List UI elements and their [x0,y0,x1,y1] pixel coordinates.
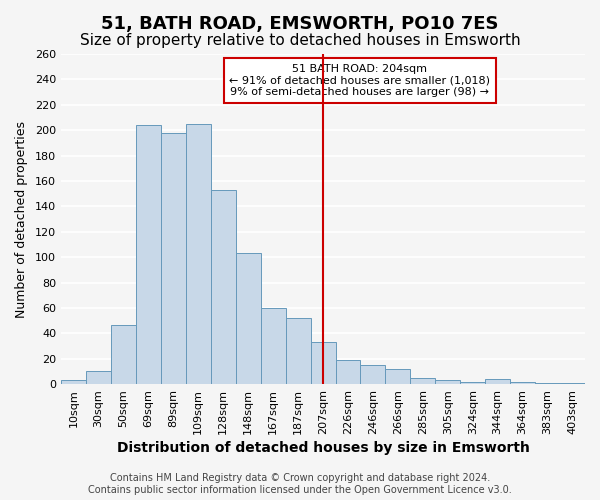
Bar [61,380,86,384]
Bar [186,124,211,384]
Bar [211,190,236,384]
Bar [236,254,260,384]
Bar [311,342,335,384]
Bar [485,379,510,384]
Text: Contains HM Land Registry data © Crown copyright and database right 2024.
Contai: Contains HM Land Registry data © Crown c… [88,474,512,495]
Bar [260,308,286,384]
Bar [460,382,485,384]
Bar [335,360,361,384]
X-axis label: Distribution of detached houses by size in Emsworth: Distribution of detached houses by size … [116,441,529,455]
Bar [111,324,136,384]
Bar [86,372,111,384]
Bar [510,382,535,384]
Bar [286,318,311,384]
Y-axis label: Number of detached properties: Number of detached properties [15,120,28,318]
Bar [361,365,385,384]
Text: 51, BATH ROAD, EMSWORTH, PO10 7ES: 51, BATH ROAD, EMSWORTH, PO10 7ES [101,15,499,33]
Bar [385,369,410,384]
Bar [161,132,186,384]
Text: 51 BATH ROAD: 204sqm
← 91% of detached houses are smaller (1,018)
9% of semi-det: 51 BATH ROAD: 204sqm ← 91% of detached h… [229,64,490,97]
Bar [560,383,585,384]
Bar [535,383,560,384]
Bar [410,378,436,384]
Text: Size of property relative to detached houses in Emsworth: Size of property relative to detached ho… [80,32,520,48]
Bar [436,380,460,384]
Bar [136,125,161,384]
